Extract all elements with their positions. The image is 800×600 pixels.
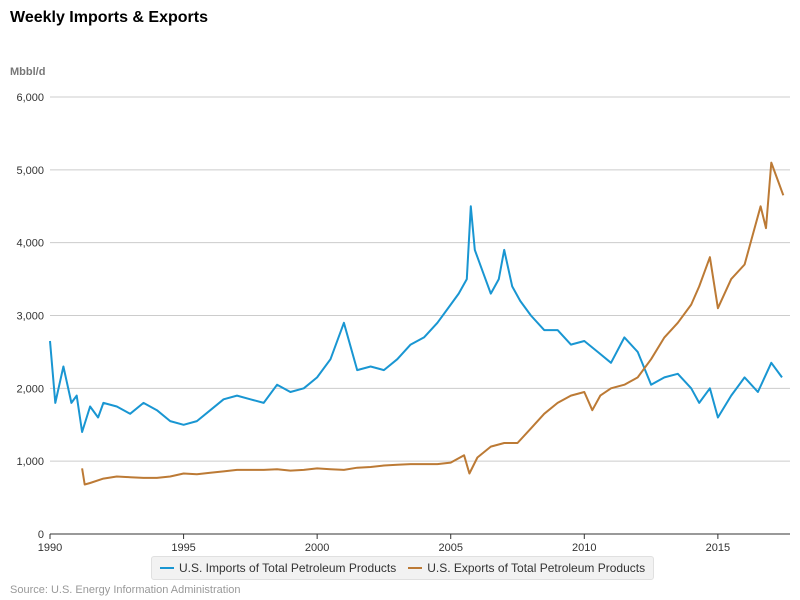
chart-legend: U.S. Imports of Total Petroleum Products…: [151, 556, 654, 580]
y-tick-label: 2,000: [16, 383, 44, 395]
y-tick-label: 4,000: [16, 238, 44, 250]
y-tick-label: 1,000: [16, 456, 44, 468]
y-axis-ticks: 0 1,000 2,000 3,000 4,000 5,000 6,000: [16, 92, 44, 541]
x-tick-label: 2005: [438, 542, 462, 554]
x-tick-label: 2010: [572, 542, 596, 554]
source-note: Source: U.S. Energy Information Administ…: [10, 584, 241, 596]
x-tick-label: 2000: [305, 542, 329, 554]
x-tick-label: 2015: [706, 542, 730, 554]
imports-swatch-icon: [160, 567, 174, 569]
exports-swatch-icon: [408, 567, 423, 569]
y-tick-label: 3,000: [16, 311, 44, 323]
exports-series-line: [81, 161, 785, 486]
x-axis: 1990 1995 2000 2005 2010 2015: [38, 533, 790, 554]
series-lines: [49, 161, 785, 486]
legend-item-imports[interactable]: U.S. Imports of Total Petroleum Products: [160, 561, 396, 575]
x-tick-label: 1995: [171, 542, 195, 554]
imports-series-line: [49, 205, 783, 433]
chart-title: Weekly Imports & Exports: [10, 9, 208, 26]
legend-label-exports: U.S. Exports of Total Petroleum Products: [427, 561, 646, 575]
y-tick-label: 6,000: [16, 92, 44, 104]
legend-label-imports: U.S. Imports of Total Petroleum Products: [179, 561, 397, 575]
y-tick-label: 5,000: [16, 165, 44, 177]
legend-item-exports[interactable]: U.S. Exports of Total Petroleum Products: [408, 561, 645, 575]
y-axis-unit-label: Mbbl/d: [10, 66, 46, 78]
y-tick-label: 0: [38, 529, 44, 541]
x-tick-label: 1990: [38, 542, 62, 554]
gridlines: [50, 96, 790, 535]
